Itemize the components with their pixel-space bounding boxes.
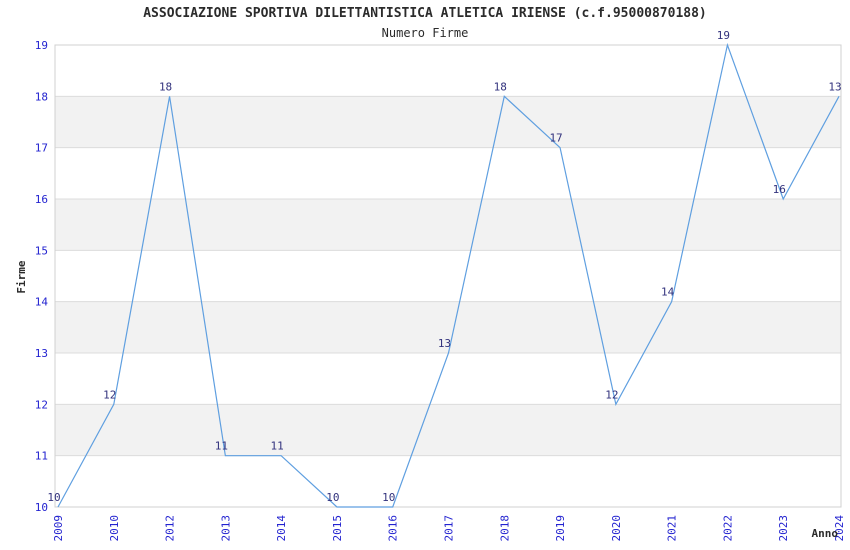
point-label: 18 [159,80,172,93]
y-axis-title: Firme [15,260,28,293]
grid-band [55,96,841,148]
grid-band [55,301,841,353]
x-tick-label: 2017 [443,515,456,542]
y-tick-label: 19 [35,39,48,52]
plot-border [54,44,842,508]
y-tick-label: 14 [35,296,49,309]
grid-band [55,404,841,456]
x-tick-label: 2023 [777,515,790,542]
y-tick-label: 18 [35,90,48,103]
x-tick-label: 2021 [666,515,679,542]
point-label: 13 [828,80,841,93]
x-tick-label: 2009 [52,515,65,542]
point-label: 11 [215,440,228,453]
x-tick-label: 2019 [554,515,567,542]
point-label: 14 [661,286,675,299]
point-label: 11 [271,440,284,453]
x-tick-label: 2016 [387,515,400,542]
x-tick-label: 2010 [108,515,121,542]
x-tick-label: 2012 [164,515,177,542]
grid-band [55,199,841,251]
point-label: 18 [494,80,507,93]
y-tick-label: 10 [35,501,48,514]
point-label: 10 [382,491,395,504]
point-label: 10 [326,491,339,504]
point-label: 13 [438,337,451,350]
x-tick-label: 2015 [331,515,344,542]
point-label: 10 [47,491,60,504]
point-label: 16 [773,183,786,196]
y-tick-label: 15 [35,244,48,257]
data-line [57,42,840,508]
y-tick-label: 12 [35,398,48,411]
y-tick-label: 13 [35,347,48,360]
x-axis-title: Anno [812,527,839,540]
chart-title: ASSOCIAZIONE SPORTIVA DILETTANTISTICA AT… [143,6,707,21]
x-tick-label: 2014 [275,515,288,542]
y-tick-label: 17 [35,142,48,155]
y-tick-label: 11 [35,450,48,463]
x-tick-label: 2020 [610,515,623,542]
x-tick-label: 2022 [721,515,734,542]
chart-subtitle: Numero Firme [381,26,469,40]
point-label: 17 [549,132,562,145]
y-tick-label: 16 [35,193,48,206]
x-tick-label: 2018 [498,515,511,542]
x-tick-label: 2024 [833,515,846,542]
x-tick-label: 2013 [219,515,232,542]
point-label: 12 [103,388,116,401]
point-label: 12 [605,388,618,401]
point-label: 19 [717,29,730,42]
